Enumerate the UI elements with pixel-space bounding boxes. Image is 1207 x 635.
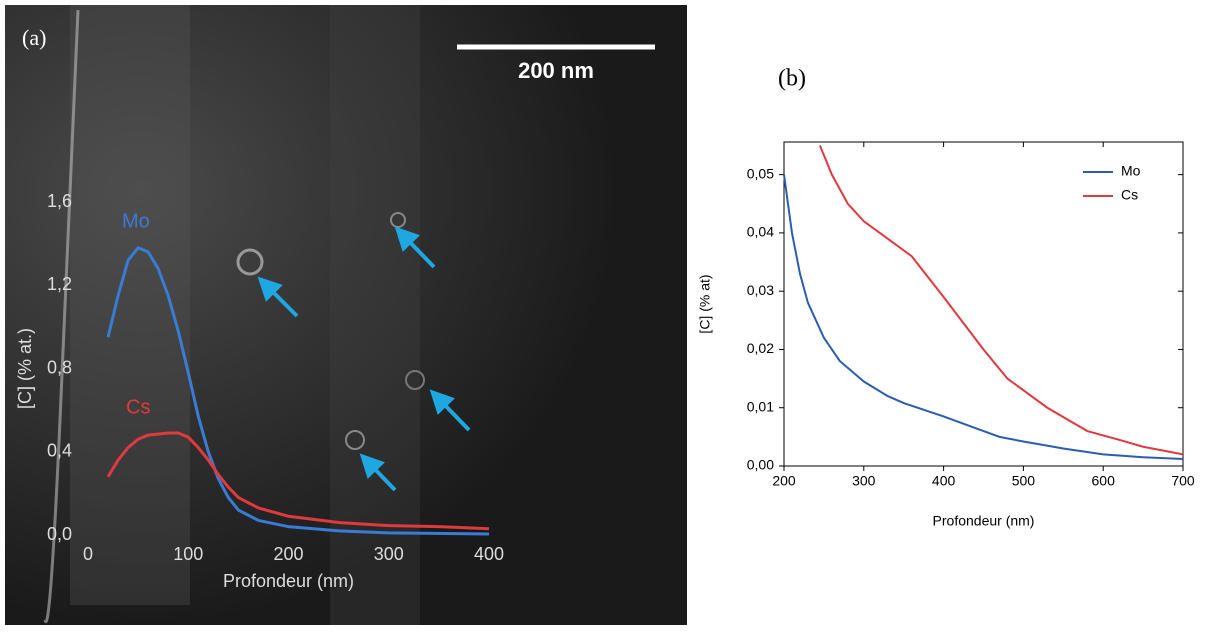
x-tick-label: 300 [852,473,876,489]
x-tick-label: 200 [772,473,796,489]
x-axis-label: Profondeur (nm) [933,513,1035,529]
y-tick-label: 0,8 [47,357,72,377]
cavity [405,370,425,390]
y-axis-label: [C] (% at.) [15,328,35,409]
series-line [106,245,490,536]
y-tick-label: 0,01 [747,398,774,414]
x-axis-label: Profondeur (nm) [223,571,354,591]
x-tick-label: 200 [273,544,303,564]
cavity [345,430,365,450]
series-line [106,431,490,531]
x-tick-label: 300 [374,544,404,564]
legend-label: Cs [1121,187,1138,203]
arrow [359,453,397,492]
panel-label: (b) [778,66,806,92]
y-tick-label: 0,00 [747,457,774,473]
y-tick-label: 0,04 [747,224,774,240]
arrow [257,276,299,318]
arrow [394,226,436,269]
arrow [429,389,471,432]
scale-bar-label: 200 nm [518,58,594,83]
panel-label: (a) [22,25,46,50]
x-tick-label: 600 [1092,473,1116,489]
x-tick-label: 0 [83,544,93,564]
series-label: Mo [122,210,150,232]
y-tick-label: 0,0 [47,524,72,544]
y-tick-label: 0,05 [747,165,774,181]
series-line [783,174,1184,461]
series-label: Cs [126,396,150,418]
y-tick-label: 1,2 [47,274,72,294]
y-tick-label: 0,4 [47,441,72,461]
legend-label: Mo [1121,163,1141,179]
x-tick-label: 100 [173,544,203,564]
y-tick-label: 0,03 [747,282,774,298]
x-tick-label: 400 [932,473,956,489]
plot-frame [783,141,1184,467]
micrograph-edge [43,9,80,624]
y-tick-label: 1,6 [47,191,72,211]
x-tick-label: 400 [474,544,504,564]
cavity [236,248,264,276]
series-line [818,145,1184,456]
x-tick-label: 500 [1012,473,1036,489]
x-tick-label: 700 [1171,473,1195,489]
y-axis-label: [C] (% at) [697,274,713,333]
y-tick-label: 0,02 [747,340,774,356]
